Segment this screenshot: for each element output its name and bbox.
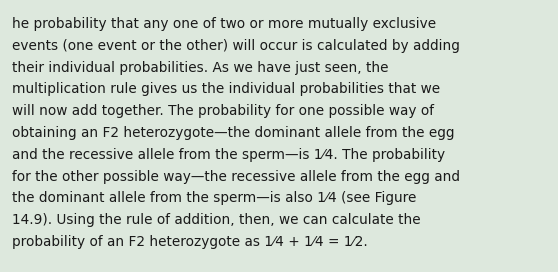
Text: for the other possible way—the recessive allele from the egg and: for the other possible way—the recessive…: [12, 170, 460, 184]
Text: will now add together. The probability for one possible way of: will now add together. The probability f…: [12, 104, 434, 118]
Text: he probability that any one of two or more mutually exclusive: he probability that any one of two or mo…: [12, 17, 436, 31]
Text: the dominant allele from the sperm—is also 1⁄4 (see Figure: the dominant allele from the sperm—is al…: [12, 191, 416, 205]
Text: 14.9). Using the rule of addition, then, we can calculate the: 14.9). Using the rule of addition, then,…: [12, 213, 421, 227]
Text: probability of an F2 heterozygote as 1⁄4 + 1⁄4 = 1⁄2.: probability of an F2 heterozygote as 1⁄4…: [12, 235, 368, 249]
Text: and the recessive allele from the sperm—is 1⁄4. The probability: and the recessive allele from the sperm—…: [12, 148, 445, 162]
Text: their individual probabilities. As we have just seen, the: their individual probabilities. As we ha…: [12, 61, 388, 75]
Text: obtaining an F2 heterozygote—the dominant allele from the egg: obtaining an F2 heterozygote—the dominan…: [12, 126, 455, 140]
Text: events (one event or the other) will occur is calculated by adding: events (one event or the other) will occ…: [12, 39, 460, 53]
Text: multiplication rule gives us the individual probabilities that we: multiplication rule gives us the individ…: [12, 82, 440, 96]
